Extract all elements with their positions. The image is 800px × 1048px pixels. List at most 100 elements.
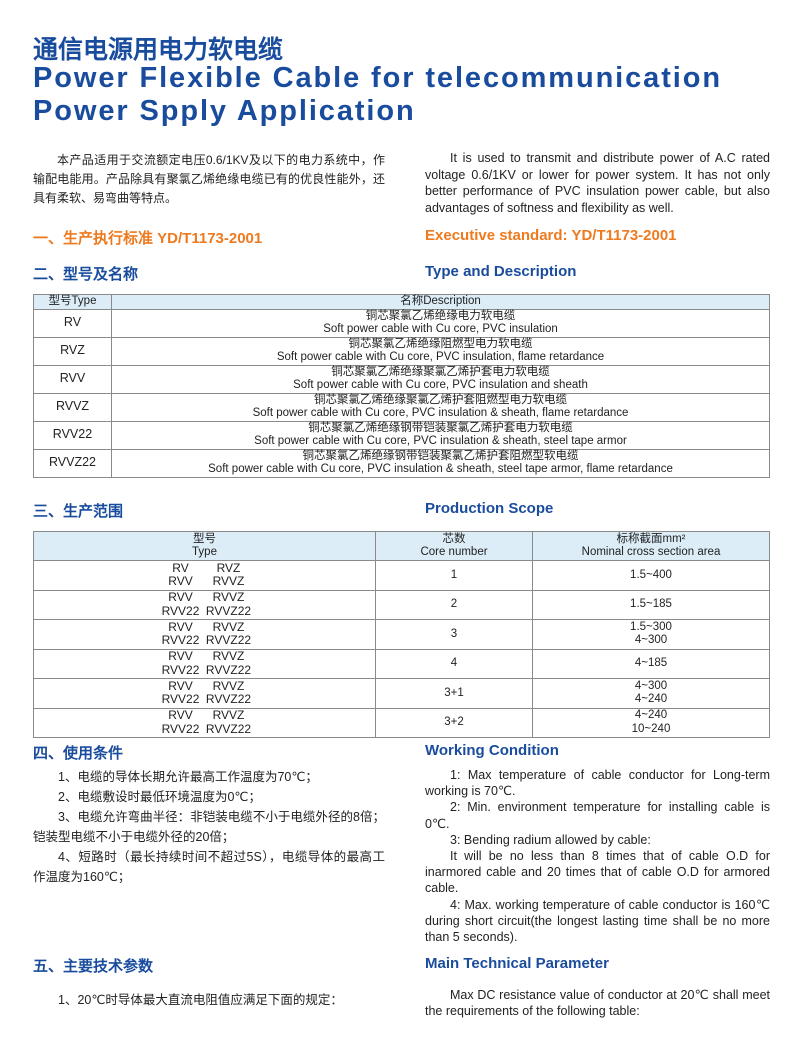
title-en-line1: Power Flexible Cable for telecommunicati… — [33, 62, 722, 94]
header-description: 名称Description — [111, 294, 770, 310]
conditions-cn: 1、电缆的导体长期允许最高工作温度为70℃； 2、电缆敷设时最低环境温度为0℃；… — [33, 767, 385, 887]
type-code: RVVZ22 — [205, 721, 252, 736]
description-cell: 铜芯聚氯乙烯绝缘电力软电缆 Soft power cable with Cu co… — [111, 308, 770, 338]
table-row: RVVZ 铜芯聚氯乙烯绝缘聚氯乙烯护套阻燃型电力软电缆 Soft power cab… — [33, 392, 770, 422]
intro-en: It is used to transmit and distribute po… — [425, 151, 770, 215]
type-code: RVVZ — [212, 590, 245, 605]
condition-en-2: 2: Min. environment temperature for inst… — [425, 800, 770, 831]
header-area: 标称截面mm² Nominal cross section area — [532, 531, 770, 561]
description-cell: 铜芯聚氯乙烯绝缘钢带铠装聚氯乙烯护套电力软电缆 Soft power cable … — [111, 420, 770, 450]
description-cn: 铜芯聚氯乙烯绝缘聚氯乙烯护套电力软电缆 — [331, 365, 550, 378]
area-value: 4~240 — [634, 709, 668, 722]
area-cell: 1.5~300 4~300 — [532, 619, 770, 650]
section5-heading-cn: 五、主要技术参数 — [33, 958, 154, 975]
title-en-line2: Power Spply Application — [33, 95, 416, 127]
table-row: RVV RVVZ RVV22 RVVZ22 3+2 4~240 10~240 — [33, 707, 770, 738]
table-row: RV 铜芯聚氯乙烯绝缘电力软电缆 Soft power cable with Cu … — [33, 308, 770, 338]
type-code: RVVZ — [212, 708, 245, 723]
condition-en-4: 4: Max. working temperature of cable con… — [425, 897, 770, 945]
intro-cn: 本产品适用于交流额定电压0.6/1KV及以下的电力系统中，作输配电能用。产品除具… — [33, 153, 385, 205]
type-code: RVV22 — [161, 662, 200, 677]
header-core-number: 芯数 Core number — [375, 531, 533, 561]
area-cell: 1.5~185 — [532, 589, 770, 620]
type-cell: RVVZ22 — [33, 448, 112, 478]
core-number-cell: 3+1 — [375, 678, 533, 709]
condition-en-3: 3: Bending radium allowed by cable: — [450, 832, 651, 847]
description-cn: 铜芯聚氯乙烯绝缘阻燃型电力软电缆 — [348, 337, 533, 350]
type-code: RVVZ — [212, 619, 245, 634]
type-cell: RVV RVVZ RVV22 RVVZ22 — [33, 648, 376, 679]
area-value: 1.5~400 — [630, 568, 672, 581]
section2-heading-en: Type and Description — [425, 263, 577, 280]
type-code: RVZ — [216, 560, 241, 575]
area-value: 4~300 — [634, 679, 668, 692]
condition-cn-4: 4、短路时（最长持续时间不超过5S），电缆导体的最高工作温度为160℃； — [33, 850, 385, 884]
condition-cn-2: 2、电缆敷设时最低环境温度为0℃； — [58, 790, 261, 804]
section2-heading-cn: 二、型号及名称 — [33, 266, 139, 283]
type-code: RVVZ22 — [205, 692, 252, 707]
condition-cn-3: 3、电缆允许弯曲半径：非铠装电缆不小于电缆外径的8倍；铠装型电缆不小于电缆外径的… — [33, 810, 385, 844]
type-cell: RV — [33, 308, 112, 338]
description-cell: 铜芯聚氯乙烯绝缘聚氯乙烯护套电力软电缆 Soft power cable with… — [111, 364, 770, 394]
type-code: RVVZ22 — [205, 633, 252, 648]
area-cell: 4~300 4~240 — [532, 678, 770, 709]
scope-table: 型号 Type 芯数 Core number 标称截面mm² Nominal cros… — [33, 531, 770, 738]
standard-en: Executive standard: YD/T1173-2001 — [425, 227, 677, 244]
table-row: RVV RVVZ RVV22 RVVZ22 3+1 4~300 4~240 — [33, 678, 770, 709]
type-code: RVV — [168, 590, 193, 605]
standard-cn: 一、生产执行标准 YD/T1173-2001 — [33, 230, 263, 247]
condition-en-1: 1: Max temperature of cable conductor fo… — [425, 768, 770, 799]
type-cell: RVV RVVZ RVV22 RVVZ22 — [33, 619, 376, 650]
section4-heading-en: Working Condition — [425, 742, 559, 759]
area-value: 4~300 — [634, 634, 668, 647]
type-code: RVVZ — [212, 574, 245, 589]
condition-en-3-detail: It will be no less than 8 times that of … — [425, 849, 770, 896]
type-code: RVVZ22 — [205, 662, 252, 677]
type-cell: RVV22 — [33, 420, 112, 450]
type-cell: RV RVZ RVV RVVZ — [33, 560, 376, 591]
table-row: RVZ 铜芯聚氯乙烯绝缘阻燃型电力软电缆 Soft power cable with… — [33, 336, 770, 366]
description-cell: 铜芯聚氯乙烯绝缘聚氯乙烯护套阻燃型电力软电缆 Soft power cable w… — [111, 392, 770, 422]
type-code: RVV — [168, 678, 193, 693]
type-code: RVV — [168, 619, 193, 634]
area-value: 1.5~300 — [630, 620, 672, 633]
condition-cn-1: 1、电缆的导体长期允许最高工作温度为70℃； — [58, 770, 318, 784]
area-value: 4~185 — [634, 657, 668, 669]
area-value: 4~240 — [634, 693, 668, 706]
section3-heading-en: Production Scope — [425, 500, 554, 517]
type-code: RVV22 — [161, 721, 200, 736]
description-en: Soft power cable with Cu core, PVC insul… — [252, 407, 629, 419]
type-code: RVVZ — [212, 649, 245, 664]
table-row: RVVZ22 铜芯聚氯乙烯绝缘钢带铠装聚氯乙烯护套阻燃型软电缆 Soft power… — [33, 448, 770, 478]
description-cn: 铜芯聚氯乙烯绝缘聚氯乙烯护套阻燃型电力软电缆 — [314, 393, 567, 406]
type-code: RVVZ22 — [205, 603, 252, 618]
type-table: 型号Type 名称Description RV 铜芯聚氯乙烯绝缘电力软电缆 Soft … — [33, 294, 770, 478]
core-number-cell: 1 — [375, 560, 533, 591]
table-row: RVV 铜芯聚氯乙烯绝缘聚氯乙烯护套电力软电缆 Soft power cable w… — [33, 364, 770, 394]
table-row: RVV RVVZ RVV22 RVVZ22 2 1.5~185 — [33, 589, 770, 620]
type-code: RVV22 — [161, 692, 200, 707]
type-code: RV — [172, 560, 189, 575]
description-cn: 铜芯聚氯乙烯绝缘电力软电缆 — [365, 309, 516, 322]
section3-heading-cn: 三、生产范围 — [33, 503, 124, 520]
type-cell: RVV RVVZ RVV22 RVVZ22 — [33, 707, 376, 738]
type-cell: RVVZ — [33, 392, 112, 422]
section5-heading-en: Main Technical Parameter — [425, 955, 609, 972]
description-en: Soft power cable with Cu core, PVC insul… — [254, 435, 627, 447]
core-number-cell: 3+2 — [375, 707, 533, 738]
core-number-cell: 4 — [375, 648, 533, 679]
type-code: RVV22 — [161, 633, 200, 648]
table-row: RVV RVVZ RVV22 RVVZ22 3 1.5~300 4~300 — [33, 619, 770, 650]
section4-heading-cn: 四、使用条件 — [33, 745, 124, 762]
header-type: 型号Type — [33, 294, 112, 310]
resistance-text-en: Max DC resistance value of conductor at … — [425, 988, 770, 1019]
conditions-en: 1: Max temperature of cable conductor fo… — [425, 767, 770, 945]
core-number-cell: 2 — [375, 589, 533, 620]
description-en: Soft power cable with Cu core, PVC insul… — [293, 379, 588, 391]
description-en: Soft power cable with Cu core, PVC insul… — [208, 463, 673, 475]
area-cell: 4~240 10~240 — [532, 707, 770, 738]
type-code: RVV — [168, 574, 193, 589]
area-value: 10~240 — [631, 722, 671, 735]
